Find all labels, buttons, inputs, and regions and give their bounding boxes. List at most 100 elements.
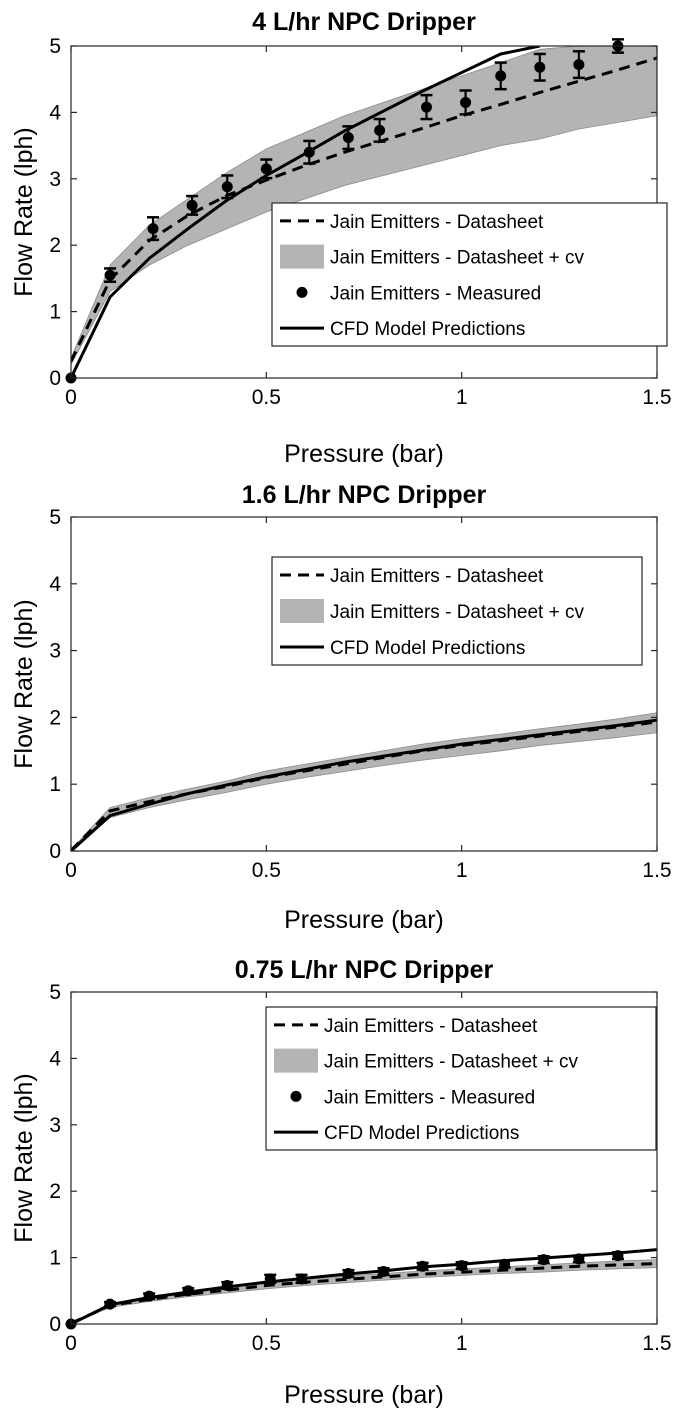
legend-entry: CFD Model Predictions xyxy=(280,319,525,340)
y-axis-label: Flow Rate (lph) xyxy=(10,599,38,769)
measured-point xyxy=(104,1298,117,1310)
measured-marker xyxy=(456,1260,468,1272)
y-tick-label: 4 xyxy=(49,573,61,596)
measured-marker xyxy=(143,1290,155,1302)
chart-title: 1.6 L/hr NPC Dripper xyxy=(242,481,487,509)
measured-marker xyxy=(147,223,159,235)
y-tick-label: 2 xyxy=(49,1180,61,1203)
x-tick-label: 1 xyxy=(456,859,468,882)
y-tick-label: 3 xyxy=(49,640,61,663)
series-layer xyxy=(71,1248,657,1324)
measured-point xyxy=(186,194,199,216)
y-tick-label: 1 xyxy=(49,773,61,796)
legend-label: CFD Model Predictions xyxy=(330,638,525,659)
legend-swatch-band xyxy=(280,244,324,269)
legend-box xyxy=(271,202,668,347)
measured-point xyxy=(377,1266,390,1278)
legend-label: Jain Emitters - Measured xyxy=(324,1087,535,1108)
y-tick-label: 0 xyxy=(49,840,61,863)
measured-point xyxy=(221,1279,234,1291)
legend-label: Jain Emitters - Datasheet xyxy=(330,566,544,587)
measured-point xyxy=(498,1258,511,1270)
legend-swatch-band xyxy=(280,599,324,623)
legend-swatch-marker xyxy=(290,1090,302,1102)
y-tick-label: 2 xyxy=(49,234,61,257)
datasheet-cv-band xyxy=(71,46,657,365)
legend-box xyxy=(271,556,643,666)
measured-point xyxy=(533,52,546,82)
measured-marker xyxy=(495,70,507,82)
x-axis-label: Pressure (bar) xyxy=(284,440,444,468)
measured-marker xyxy=(303,146,315,158)
measured-point xyxy=(260,158,273,180)
measured-point xyxy=(264,1273,277,1285)
measured-point xyxy=(143,1290,156,1302)
measured-marker xyxy=(573,1253,585,1265)
legend-entry: Jain Emitters - Datasheet + cv xyxy=(280,244,584,269)
datasheet-line xyxy=(71,1262,657,1324)
legend-entry: Jain Emitters - Datasheet + cv xyxy=(280,599,584,623)
legend-label: Jain Emitters - Datasheet + cv xyxy=(330,602,584,623)
cfd-prediction-line xyxy=(71,718,657,851)
x-tick-label: 0.5 xyxy=(252,386,281,409)
y-axis-label: Flow Rate (lph) xyxy=(10,1073,38,1243)
legend-entry: Jain Emitters - Datasheet xyxy=(274,1016,538,1037)
x-tick-label: 0 xyxy=(65,1332,77,1355)
chart-title: 0.75 L/hr NPC Dripper xyxy=(235,956,494,984)
measured-point xyxy=(537,1254,550,1266)
x-tick-label: 1.5 xyxy=(642,859,671,882)
axes-frame xyxy=(70,516,658,852)
legend-label: CFD Model Predictions xyxy=(324,1123,519,1144)
measured-point xyxy=(416,1260,429,1272)
legend-entry: CFD Model Predictions xyxy=(280,638,525,659)
x-tick-label: 1 xyxy=(456,386,468,409)
y-tick-label: 1 xyxy=(49,1247,61,1270)
chart-panel-1: 0 0.5 1 1.5 0 1 2 3 4 5 4 L/hr NPC Dripper Pressure… xyxy=(10,8,672,468)
x-axis-label: Pressure (bar) xyxy=(284,906,444,934)
legend-entry: Jain Emitters - Datasheet xyxy=(280,566,544,587)
x-tick-label: 1.5 xyxy=(642,1332,671,1355)
measured-point xyxy=(342,1268,355,1280)
measured-point xyxy=(295,1273,308,1285)
legend-entry: CFD Model Predictions xyxy=(274,1123,519,1144)
datasheet-line xyxy=(71,56,657,363)
measured-point xyxy=(104,267,117,283)
measured-marker xyxy=(612,1250,624,1262)
chart-title: 4 L/hr NPC Dripper xyxy=(252,8,476,36)
measured-marker xyxy=(104,1298,116,1310)
y-tick-label: 5 xyxy=(49,35,61,58)
x-tick-label: 0 xyxy=(65,859,77,882)
y-tick-label: 0 xyxy=(49,1313,61,1336)
legend-label: Jain Emitters - Datasheet xyxy=(330,212,544,233)
series-layer xyxy=(71,712,657,851)
measured-marker xyxy=(421,101,433,113)
y-tick-label: 5 xyxy=(49,506,61,529)
chart-panel-3: 0 0.5 1 1.5 0 1 2 3 4 5 0.75 L/hr NPC Dripper Press… xyxy=(10,956,672,1409)
measured-marker xyxy=(221,1279,233,1291)
measured-marker xyxy=(104,269,116,281)
measured-point xyxy=(572,50,585,80)
measured-point xyxy=(459,89,472,116)
y-tick-label: 0 xyxy=(49,367,61,390)
axes-frame xyxy=(70,991,658,1325)
x-axis-label: Pressure (bar) xyxy=(284,1381,444,1409)
legend-entry: Jain Emitters - Measured xyxy=(296,283,541,304)
measured-point xyxy=(303,139,316,165)
measured-marker xyxy=(260,163,272,175)
legend-label: CFD Model Predictions xyxy=(330,319,525,340)
measured-point xyxy=(342,125,355,151)
measured-point xyxy=(373,117,386,143)
y-tick-label: 1 xyxy=(49,301,61,324)
y-tick-label: 5 xyxy=(49,981,61,1004)
measured-point xyxy=(455,1260,468,1272)
y-tick-label: 3 xyxy=(49,168,61,191)
legend: Jain Emitters - Datasheet Jain Emitters -… xyxy=(265,1006,657,1151)
measured-marker xyxy=(460,96,472,108)
y-tick-label: 3 xyxy=(49,1114,61,1137)
measured-marker xyxy=(342,132,354,144)
x-tick-label: 0.5 xyxy=(252,859,281,882)
measured-point xyxy=(494,61,507,91)
legend-label: Jain Emitters - Datasheet xyxy=(324,1016,538,1037)
measured-marker xyxy=(182,1285,194,1297)
datasheet-cv-band xyxy=(71,712,657,851)
